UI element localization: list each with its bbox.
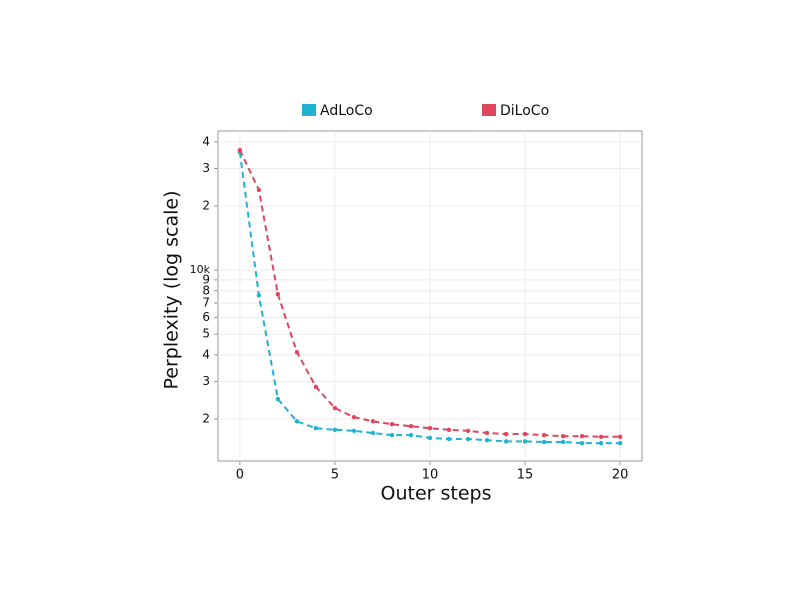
- point: [579, 440, 585, 446]
- x-tick-label: 20: [612, 468, 629, 483]
- legend-label: DiLoCo: [500, 103, 549, 119]
- point: [465, 436, 471, 442]
- point: [560, 434, 566, 439]
- point: [446, 436, 452, 442]
- point: [332, 405, 338, 411]
- point: [446, 427, 452, 432]
- y-tick-label: 8: [202, 283, 210, 297]
- y-tick-label: 10k: [190, 263, 211, 276]
- point: [560, 439, 566, 445]
- point: [389, 422, 395, 427]
- point: [351, 428, 357, 434]
- point: [313, 426, 319, 431]
- point: [389, 432, 395, 438]
- point: [294, 349, 300, 355]
- point: [579, 434, 585, 439]
- point: [503, 439, 509, 444]
- point: [351, 414, 357, 420]
- x-axis-label: Outer steps: [381, 483, 492, 505]
- point: [256, 292, 262, 298]
- x-tick-label: 5: [331, 468, 339, 483]
- point: [408, 432, 414, 438]
- y-tick-label: 3: [202, 161, 210, 175]
- point: [522, 439, 528, 444]
- legend-swatch: [482, 104, 496, 116]
- x-tick-label: 10: [422, 468, 439, 483]
- point: [598, 434, 604, 439]
- point: [408, 424, 414, 429]
- point: [427, 435, 433, 441]
- point: [332, 427, 338, 432]
- point: [541, 432, 547, 438]
- series-line: [238, 149, 621, 438]
- point: [370, 419, 376, 424]
- point: [598, 440, 604, 446]
- y-tick-label: 5: [202, 327, 210, 341]
- point: [617, 434, 623, 439]
- x-tick-label: 0: [236, 468, 244, 483]
- point: [256, 187, 262, 193]
- y-tick-label: 2: [202, 199, 210, 213]
- point: [275, 396, 281, 402]
- y-tick-label: 4: [202, 347, 210, 361]
- legend-swatch: [302, 104, 316, 116]
- y-tick-label: 6: [202, 310, 210, 324]
- y-axis-label: Perplexity (log scale): [161, 190, 183, 389]
- point: [484, 430, 490, 436]
- legend-label: AdLoCo: [320, 103, 373, 119]
- y-tick-label: 3: [202, 374, 210, 388]
- point: [465, 428, 471, 434]
- point: [313, 384, 319, 390]
- point: [237, 147, 243, 153]
- y-tick-label: 9: [202, 272, 210, 286]
- point: [522, 431, 528, 437]
- point: [503, 431, 509, 437]
- y-tick-label: 4: [202, 134, 210, 148]
- point: [294, 419, 300, 424]
- point: [617, 440, 623, 446]
- y-tick-label: 7: [202, 296, 210, 310]
- point: [427, 426, 433, 431]
- point: [275, 291, 281, 297]
- x-tick-label: 15: [517, 468, 534, 483]
- point: [541, 439, 547, 445]
- y-tick-label: 2: [202, 411, 210, 425]
- point: [370, 430, 376, 436]
- point: [484, 438, 490, 443]
